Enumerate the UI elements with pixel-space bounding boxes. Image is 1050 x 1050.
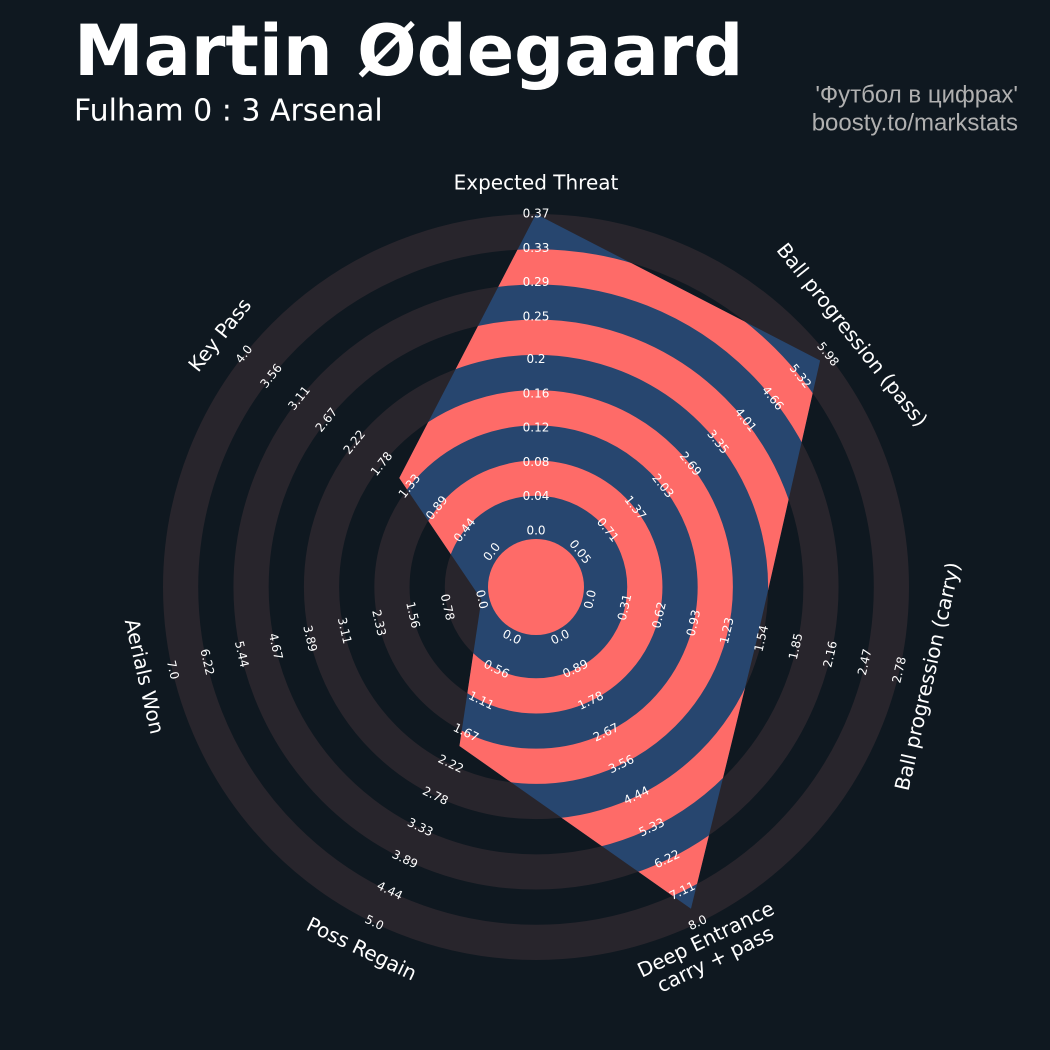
tick-label: 0.0 bbox=[473, 588, 491, 610]
param-label: Expected Threat bbox=[454, 171, 619, 195]
tick-label: 0.93 bbox=[684, 608, 704, 637]
tick-label: 2.78 bbox=[889, 655, 909, 684]
tick-label: 1.85 bbox=[786, 632, 806, 661]
tick-label: 0.78 bbox=[438, 593, 458, 622]
tick-label: 2.16 bbox=[820, 640, 840, 669]
credit: 'Футбол в цифрах' bbox=[815, 81, 1018, 108]
tick-label: 1.56 bbox=[403, 600, 423, 629]
tick-label: 0.08 bbox=[523, 455, 550, 469]
tick-label: 3.11 bbox=[335, 616, 355, 645]
tick-label: 7.0 bbox=[164, 659, 182, 681]
tick-label: 0.37 bbox=[523, 207, 550, 221]
tick-label: 1.54 bbox=[752, 624, 772, 653]
tick-label: 2.47 bbox=[855, 647, 875, 676]
tick-label: 4.67 bbox=[266, 632, 286, 661]
tick-label: 0.2 bbox=[526, 352, 545, 366]
tick-label: 0.31 bbox=[615, 593, 635, 622]
center-circle bbox=[488, 539, 584, 635]
tick-label: 0.25 bbox=[523, 309, 550, 323]
tick-label: 0.0 bbox=[526, 524, 545, 538]
tick-label: 0.0 bbox=[581, 588, 599, 610]
tick-label: 2.33 bbox=[369, 608, 389, 637]
tick-label: 0.04 bbox=[523, 489, 550, 503]
chart-subtitle: Fulham 0 : 3 Arsenal bbox=[74, 94, 383, 129]
tick-label: 0.29 bbox=[523, 275, 550, 289]
tick-label: 5.44 bbox=[232, 640, 252, 669]
tick-label: 0.33 bbox=[523, 241, 550, 255]
tick-label: 0.16 bbox=[523, 386, 550, 400]
tick-label: 0.12 bbox=[523, 421, 550, 435]
chart-title: Martin Ødegaard bbox=[74, 10, 743, 92]
tick-label: 3.89 bbox=[300, 624, 320, 653]
tick-label: 6.22 bbox=[197, 647, 217, 676]
tick-label: 0.62 bbox=[649, 600, 669, 629]
credit: boosty.to/markstats bbox=[812, 109, 1018, 136]
radar-ring bbox=[399, 390, 733, 784]
tick-label: 1.23 bbox=[717, 616, 737, 645]
